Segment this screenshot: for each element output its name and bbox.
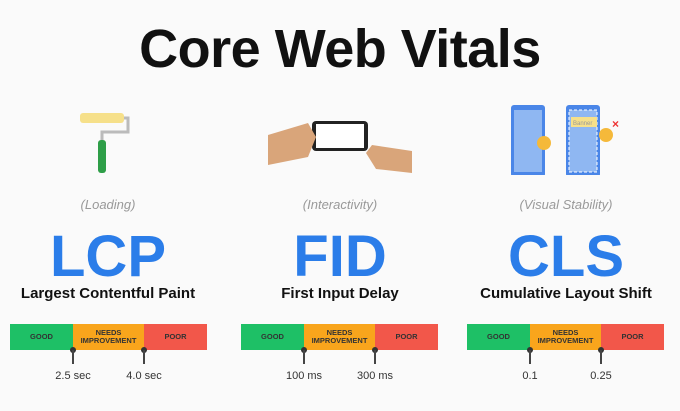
threshold-label: 2.5 sec: [55, 370, 91, 382]
metric-cls: Banner × (Visual Stability) CLS Cumulativ…: [456, 95, 676, 302]
metric-name: Cumulative Layout Shift: [480, 285, 652, 302]
good-segment: GOOD: [467, 324, 530, 350]
page-title: Core Web Vitals: [139, 19, 541, 79]
threshold-tick: [143, 350, 145, 364]
category-label: (Loading): [80, 197, 136, 212]
improvement-label: IMPROVEMENT: [80, 336, 137, 345]
needs-improvement-segment: NEEDS IMPROVEMENT: [304, 324, 375, 350]
threshold-label: 300 ms: [356, 370, 394, 382]
needs-improvement-segment: NEEDS IMPROVEMENT: [73, 324, 144, 350]
svg-text:Banner: Banner: [573, 121, 592, 127]
good-segment: GOOD: [241, 324, 304, 350]
metric-abbr: LCP: [50, 224, 166, 289]
metric-abbr: FID: [293, 224, 387, 289]
threshold-tick: [303, 350, 305, 364]
metric-name: First Input Delay: [281, 285, 399, 302]
needs-improvement-segment: NEEDS IMPROVEMENT: [530, 324, 601, 350]
poor-segment: POOR: [144, 324, 207, 350]
svg-text:×: ×: [612, 117, 619, 131]
improvement-label: IMPROVEMENT: [311, 336, 368, 345]
threshold-label: 100 ms: [285, 370, 323, 382]
category-label: (Interactivity): [302, 197, 378, 212]
threshold-label: 4.0 sec: [126, 370, 162, 382]
threshold-label: 0.1: [522, 370, 538, 382]
good-segment: GOOD: [10, 324, 73, 350]
poor-segment: POOR: [601, 324, 664, 350]
threshold-tick: [529, 350, 531, 364]
metric-lcp: (Loading) LCP Largest Contentful Paint: [0, 95, 218, 302]
threshold-tick: [374, 350, 376, 364]
threshold-label: 0.25: [590, 370, 612, 382]
rating-bar: GOOD NEEDS IMPROVEMENT POOR: [467, 324, 664, 350]
paint-roller-icon: [0, 95, 218, 175]
needs-label: NEEDS: [552, 328, 579, 338]
rating-bar: GOOD NEEDS IMPROVEMENT POOR: [10, 324, 207, 350]
improvement-label: IMPROVEMENT: [537, 336, 594, 345]
poor-segment: POOR: [375, 324, 438, 350]
threshold-tick: [600, 350, 602, 364]
metric-abbr: CLS: [508, 224, 624, 289]
category-label: (Visual Stability): [519, 197, 613, 212]
needs-label: NEEDS: [326, 328, 353, 338]
hands-phone-icon: [230, 95, 450, 175]
metric-fid: (Interactivity) FID First Input Delay: [230, 95, 450, 302]
threshold-tick: [72, 350, 74, 364]
metric-name: Largest Contentful Paint: [20, 285, 196, 302]
needs-label: NEEDS: [95, 328, 122, 338]
layout-shift-icon: Banner ×: [456, 95, 676, 177]
rating-bar: GOOD NEEDS IMPROVEMENT POOR: [241, 324, 438, 350]
